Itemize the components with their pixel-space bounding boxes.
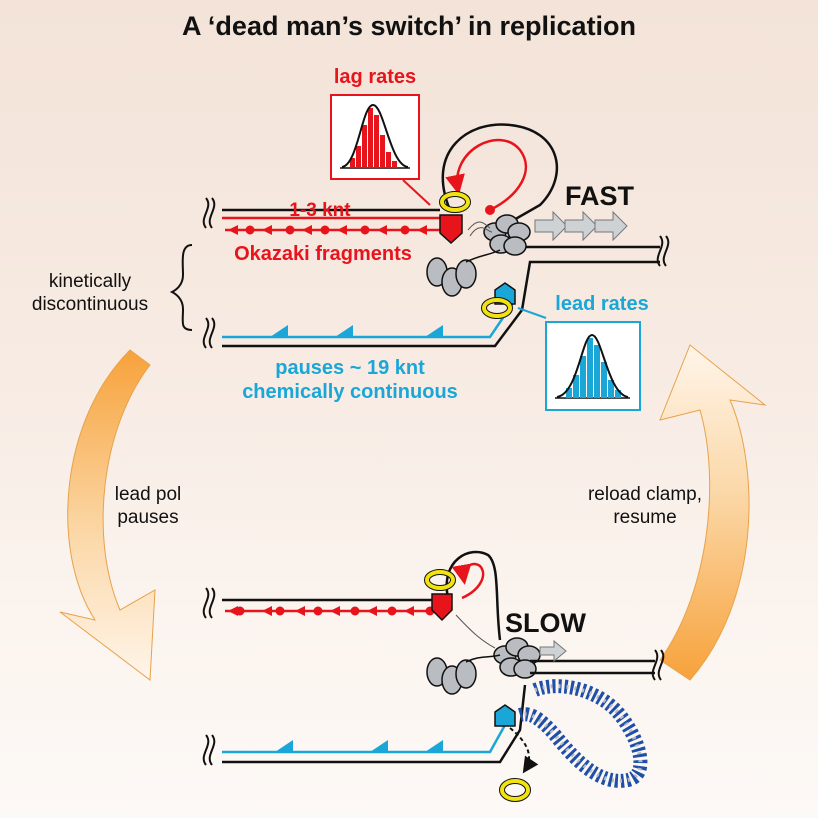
reload-label-2: resume	[613, 507, 676, 528]
lead-rates-label: lead rates	[555, 293, 648, 315]
pause-markers-bottom	[275, 740, 443, 752]
lag-polymerase-slow	[431, 593, 453, 622]
pause-label-2: pauses	[117, 507, 178, 528]
slow-replisome	[202, 550, 665, 802]
lead-polymerase-slow	[494, 704, 516, 727]
okazaki-label: Okazaki fragments	[234, 243, 412, 265]
primase-top	[426, 257, 477, 297]
fast-replisome	[202, 123, 670, 349]
pause-label-1: lead pol	[115, 484, 182, 505]
lag-rates-label: lag rates	[334, 66, 416, 88]
fast-arrows	[534, 210, 628, 242]
okazaki-fragments-bottom	[225, 606, 438, 616]
lag-rates-histogram	[330, 94, 420, 180]
fast-label: FAST	[565, 181, 635, 211]
lag-rates-pointer	[402, 179, 431, 206]
lag-fragment-length: 1-3 knt	[289, 200, 351, 221]
slow-arrow	[539, 639, 567, 663]
helicase-top	[483, 214, 531, 256]
kinetic-label-1: kinetically	[49, 271, 132, 292]
primase-bottom	[426, 657, 477, 695]
figure-title: A ‘dead man’s switch’ in replication	[182, 11, 636, 41]
lead-rates-pointer	[517, 307, 547, 319]
ssb-coated-ssdna	[517, 679, 648, 788]
slow-label: SLOW	[505, 608, 587, 638]
okazaki-fragments-top	[225, 225, 440, 235]
lag-polymerase	[439, 214, 463, 245]
reload-label-1: reload clamp,	[588, 484, 702, 505]
right-cycle-arrow	[659, 344, 767, 681]
continuity-label: chemically continuous	[242, 381, 458, 403]
pause-interval-label: pauses ~ 19 knt	[275, 357, 425, 379]
kinetic-label-2: discontinuous	[32, 294, 148, 315]
kinetic-brace	[169, 244, 193, 331]
lead-rates-histogram	[545, 321, 641, 411]
clamp-release-arrow	[509, 727, 539, 774]
pause-markers-top	[270, 325, 443, 337]
helicase-bottom	[493, 637, 541, 679]
left-cycle-arrow	[59, 349, 156, 681]
